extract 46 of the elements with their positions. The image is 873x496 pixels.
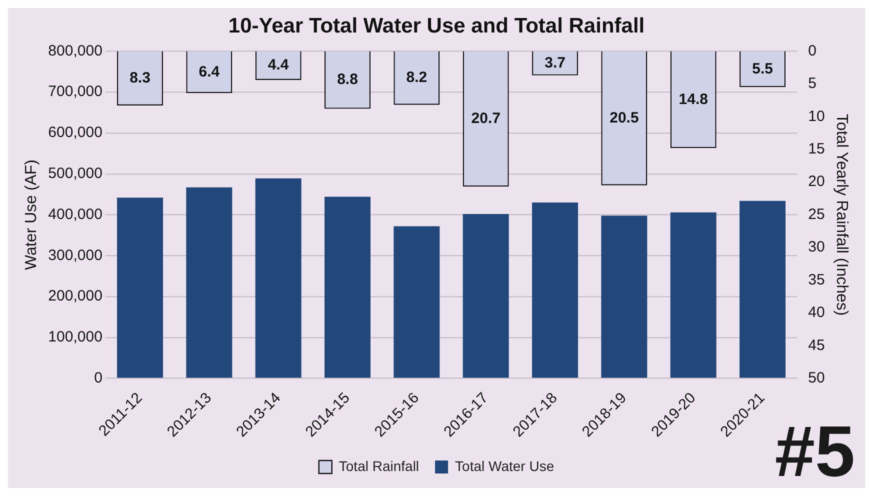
legend-label: Total Rainfall — [338, 458, 420, 474]
bar — [394, 226, 440, 378]
bar — [186, 187, 232, 378]
data-label: 4.4 — [268, 56, 290, 74]
data-label: 8.3 — [130, 69, 150, 86]
y-tick-label: 0 — [94, 369, 102, 386]
y-tick-label: 400,000 — [48, 206, 102, 223]
data-label: 6.4 — [198, 63, 220, 80]
y2-tick-label: 10 — [808, 108, 825, 125]
y2-tick-label: 15 — [808, 140, 825, 158]
bar — [601, 216, 648, 378]
legend-label: Total Water Use — [455, 458, 554, 474]
bar — [324, 196, 371, 378]
data-label: 20.5 — [610, 109, 639, 126]
bar — [255, 178, 302, 378]
data-label: 5.5 — [752, 60, 773, 78]
data-label: 20.7 — [471, 110, 500, 128]
bar — [532, 202, 578, 378]
y-tick-label: 800,000 — [48, 42, 102, 60]
y2-tick-label: 40 — [808, 304, 825, 322]
bar — [117, 198, 164, 378]
y-tick-label: 600,000 — [48, 124, 102, 142]
y-tick-label: 500,000 — [48, 165, 102, 182]
bar — [740, 200, 786, 378]
y-axis-title: Water Use (AF) — [23, 160, 40, 270]
y2-tick-label: 0 — [808, 42, 816, 60]
y2-tick-label: 50 — [808, 369, 825, 386]
bar — [462, 214, 509, 378]
data-label: 8.2 — [406, 69, 428, 86]
y-tick-label: 200,000 — [48, 288, 102, 305]
bar — [670, 212, 716, 378]
data-label: 3.7 — [544, 54, 566, 72]
y2-tick-label: 30 — [808, 238, 825, 256]
y-tick-label: 300,000 — [48, 246, 102, 264]
y2-tick-label: 25 — [808, 206, 825, 223]
data-label: 8.8 — [337, 71, 358, 88]
y-tick-label: 700,000 — [48, 83, 102, 100]
y2-tick-label: 5 — [808, 75, 816, 92]
y2-tick-label: 35 — [808, 271, 825, 288]
y2-tick-label: 20 — [808, 173, 825, 190]
data-label: 14.8 — [678, 90, 708, 108]
y2-tick-label: 45 — [808, 336, 825, 354]
y2-axis-title: Total Yearly Rainfall (Inches) — [832, 114, 850, 316]
text: #5 — [774, 412, 855, 492]
y-tick-label: 100,000 — [48, 328, 102, 346]
chart-title: 10-Year Total Water Use and Total Rainfall — [228, 14, 645, 38]
